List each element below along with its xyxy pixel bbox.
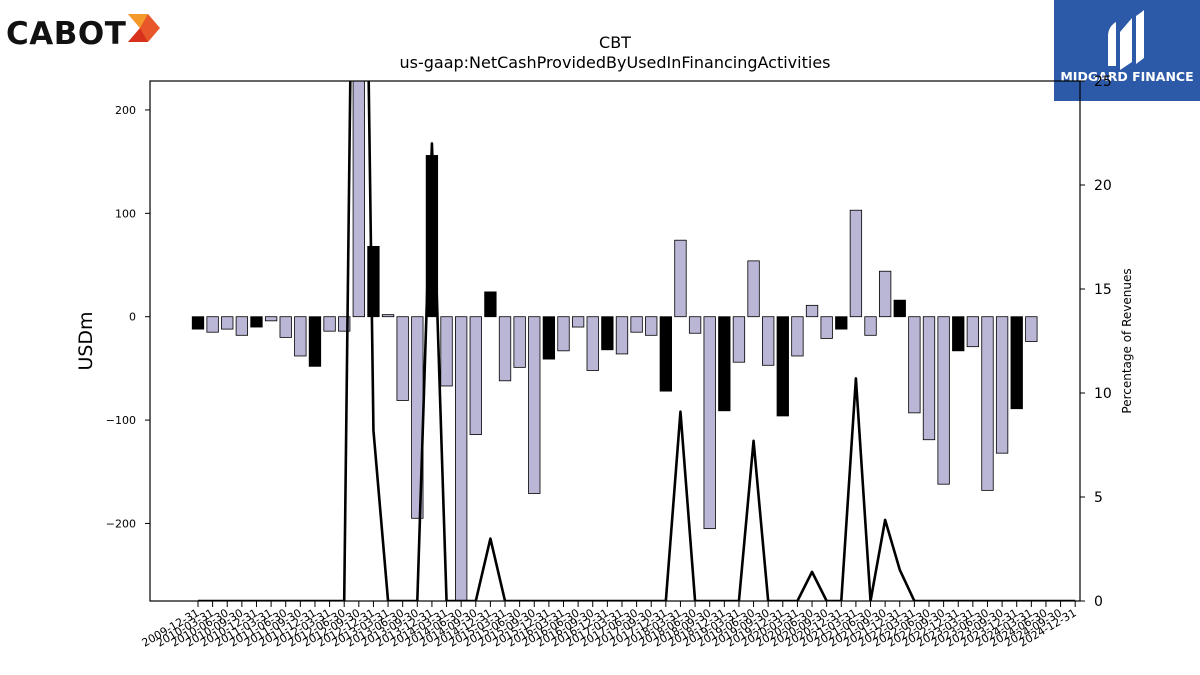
y-axis: −200 −100 0 100 200 [106, 104, 150, 530]
y-axis-label: USDm [75, 311, 97, 370]
bar-2017-06-30 [630, 316, 643, 333]
plot-frame [149, 80, 1081, 602]
y-tick-label: 0 [129, 311, 136, 324]
midgard-mark-icon [1108, 10, 1144, 70]
bar-2011-09-30 [294, 316, 307, 357]
bar-2021-09-30 [878, 270, 892, 318]
bar-2012-09-30 [352, 81, 365, 318]
pct-revenue-line [198, 81, 1076, 601]
bar-2016-12-31 [601, 316, 614, 351]
bar-2023-06-30 [981, 316, 994, 491]
bar-2013-06-30 [396, 316, 409, 401]
bar-2018-12-31 [718, 316, 731, 412]
bar-2020-12-31 [835, 316, 848, 330]
bar-2010-09-30 [235, 316, 249, 336]
cabot-logo: CABOT [6, 8, 166, 54]
bar-2023-09-30 [995, 316, 1009, 454]
bar-2013-03-31 [381, 314, 395, 318]
bar-2015-09-30 [528, 316, 541, 494]
bar-2014-06-30 [455, 316, 468, 601]
chart-title: CBT [599, 33, 631, 52]
bar-2020-06-30 [805, 304, 819, 318]
bar-2019-03-31 [732, 316, 746, 363]
bar-2010-03-31 [206, 316, 219, 333]
bar-2014-12-31 [484, 291, 497, 318]
bar-2021-03-31 [849, 209, 863, 318]
bar-2012-03-31 [323, 316, 336, 332]
bar-2017-03-31 [615, 316, 629, 355]
bar-2022-09-30 [937, 316, 950, 485]
bar-2015-12-31 [542, 316, 556, 360]
y-tick-label: 100 [115, 207, 136, 220]
midgard-logo-text: MIDGARD FINANCE [1060, 69, 1194, 84]
y-tick-label: −100 [106, 414, 136, 427]
bar-2015-03-31 [498, 316, 512, 382]
bar-2012-06-30 [338, 316, 351, 332]
bar-2018-06-30 [688, 316, 702, 334]
y2-tick-label: 5 [1094, 490, 1103, 506]
bar-2011-03-31 [264, 316, 278, 322]
bar-2016-09-30 [586, 316, 599, 371]
y2-axis-label: Percentage of Revenues [1120, 268, 1134, 413]
bar-2018-03-31 [674, 239, 687, 318]
bar-2009-12-31 [191, 316, 205, 330]
y2-axis: 0 5 10 15 20 25 [1080, 74, 1112, 610]
bar-2019-06-30 [747, 260, 760, 318]
y-tick-label: 200 [115, 104, 136, 117]
bar-group [191, 81, 1038, 601]
bar-2012-12-31 [367, 246, 380, 318]
bar-2017-09-30 [645, 316, 658, 336]
chart-subtitle: us-gaap:NetCashProvidedByUsedInFinancing… [399, 53, 830, 72]
bar-2015-06-30 [513, 316, 526, 368]
bar-2014-09-30 [469, 316, 482, 435]
bar-2010-06-30 [221, 316, 234, 330]
bar-2020-03-31 [791, 316, 804, 357]
cabot-flame-icon [128, 14, 160, 42]
y2-tick-label: 25 [1094, 74, 1112, 90]
bar-2022-03-31 [908, 316, 921, 414]
bar-2018-09-30 [703, 316, 716, 530]
bar-2021-06-30 [864, 316, 877, 336]
bar-2014-03-31 [440, 316, 453, 387]
y-tick-label: −200 [106, 517, 136, 530]
bar-2011-12-31 [308, 316, 322, 367]
bar-2011-06-30 [279, 316, 292, 338]
bar-2019-09-30 [762, 316, 775, 366]
bar-2017-12-31 [659, 316, 672, 392]
line-group [198, 81, 1076, 601]
bar-2021-12-31 [893, 299, 906, 318]
bar-2016-03-31 [557, 316, 570, 352]
y2-tick-label: 0 [1094, 594, 1103, 610]
bar-2024-03-31 [1025, 316, 1038, 342]
x-axis: 2009-12-312010-03-312010-06-302010-09-30… [140, 601, 1079, 650]
y2-tick-label: 20 [1094, 178, 1112, 194]
bar-2020-09-30 [820, 316, 833, 339]
bar-2016-06-30 [571, 316, 585, 328]
y2-tick-label: 15 [1094, 282, 1112, 298]
cabot-logo-text: CABOT [6, 16, 127, 52]
bar-2022-12-31 [952, 316, 965, 352]
midgard-logo: MIDGARD FINANCE [1054, 0, 1200, 101]
bar-2023-12-31 [1010, 316, 1023, 410]
bar-2022-06-30 [922, 316, 936, 441]
y2-tick-label: 10 [1094, 386, 1112, 402]
bar-2019-12-31 [776, 316, 789, 417]
bar-2010-12-31 [250, 316, 263, 328]
bar-2023-03-31 [966, 316, 980, 348]
